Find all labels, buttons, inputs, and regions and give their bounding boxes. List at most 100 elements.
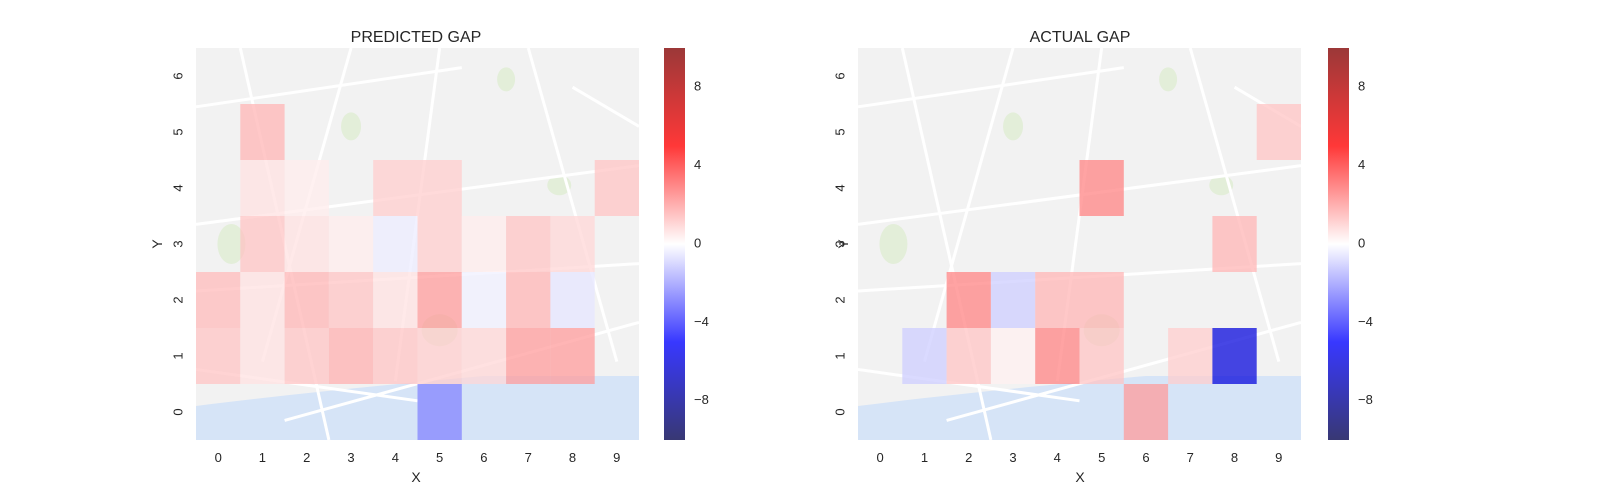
map-road: [526, 47, 619, 363]
heatmap-cell-x4-y1: [373, 328, 418, 384]
heatmap-cell-x3-y1: [328, 328, 374, 384]
heatmap-cell-x7-y3: [506, 216, 551, 272]
y-tick-label: 2: [832, 296, 847, 303]
y-tick-label: 4: [170, 184, 185, 191]
x-tick-label: 9: [613, 450, 620, 465]
heatmap-cell-x0-y1: [196, 328, 241, 384]
x-axis-label: X: [411, 469, 421, 485]
map-road: [857, 66, 1125, 109]
heatmap-cell-x7-y2: [506, 272, 551, 328]
heatmap-cell-x8-y3: [1212, 216, 1257, 272]
map-park: [1003, 112, 1024, 141]
heatmap-cell-x6-y0: [1123, 384, 1169, 440]
map-park: [217, 224, 246, 264]
x-tick-labels: 0 1 2 3 4 5 6 7 8 9: [876, 450, 1282, 465]
heatmap-cell-x2-y1: [284, 328, 329, 384]
heatmap-cell-x3-y1: [990, 328, 1036, 384]
heatmap-cell-x5-y2: [417, 272, 462, 328]
heatmap-cell-x4-y3: [373, 216, 418, 272]
heatmap-cell-x5-y4: [1079, 160, 1124, 216]
colorbar-tick-label: 0: [1358, 235, 1365, 250]
x-tick-label: 1: [259, 450, 266, 465]
chart-title: ACTUAL GAP: [1030, 29, 1131, 46]
y-axis-label: Y: [149, 239, 165, 249]
heatmap-cell-x2-y2: [284, 272, 329, 328]
heatmap-cell-x5-y1: [1079, 328, 1124, 384]
x-tick-label: 5: [1098, 450, 1105, 465]
y-tick-label: 6: [170, 72, 185, 79]
x-tick-label: 0: [215, 450, 222, 465]
heatmap-cell-x1-y3: [240, 216, 285, 272]
heatmap-cell-x8-y1: [550, 328, 595, 384]
heatmap-cell-x5-y0: [417, 384, 462, 440]
x-tick-label: 0: [876, 450, 883, 465]
x-axis-label: X: [1075, 469, 1085, 485]
chart-title: PREDICTED GAP: [351, 29, 482, 46]
y-tick-label: 3: [832, 240, 847, 247]
y-tick-label: 1: [832, 352, 847, 359]
map-river: [858, 376, 1301, 440]
heatmap-cell-x9-y5: [1256, 104, 1301, 160]
heatmap-cell-x4-y4: [373, 160, 418, 216]
heatmap-cell-x1-y5: [240, 104, 285, 160]
x-tick-label: 7: [1187, 450, 1194, 465]
heatmap-cell-x9-y4: [594, 160, 639, 216]
x-tick-label: 2: [965, 450, 972, 465]
y-tick-label: 4: [832, 184, 847, 191]
y-tick-label: 5: [170, 128, 185, 135]
y-tick-label: 5: [832, 128, 847, 135]
x-tick-label: 3: [1009, 450, 1016, 465]
map-park: [341, 112, 362, 141]
colorbar-tick-label: 8: [694, 79, 701, 94]
heatmap-cell-x1-y2: [240, 272, 285, 328]
heatmap-cell-x2-y4: [284, 160, 329, 216]
map-road: [923, 47, 1015, 363]
x-tick-label: 4: [1054, 450, 1061, 465]
heatmap-cell-x2-y2: [946, 272, 991, 328]
heatmap-cell-x6-y1: [461, 328, 507, 384]
colorbar-tick-label: 4: [1358, 157, 1365, 172]
heatmap-cell-x2-y3: [284, 216, 329, 272]
y-tick-labels: 0 1 2 3 4 5 6: [170, 72, 185, 415]
x-tick-label: 8: [569, 450, 576, 465]
colorbar-tick-label: 8: [1358, 79, 1365, 94]
y-tick-label: 2: [170, 296, 185, 303]
heatmap-cell-x5-y1: [417, 328, 462, 384]
x-tick-label: 5: [436, 450, 443, 465]
heatmap-cell-x6-y2: [461, 272, 507, 328]
heatmap-cell-x8-y2: [550, 272, 595, 328]
colorbar-tick-label: −4: [1358, 314, 1373, 329]
map-park: [497, 67, 516, 92]
y-tick-label: 0: [170, 408, 185, 415]
heatmap-cells: [902, 104, 1301, 440]
colorbar-tick-label: −4: [694, 314, 709, 329]
heatmap-cell-x6-y3: [461, 216, 507, 272]
colorbar-tick-label: −8: [1358, 392, 1373, 407]
x-tick-label: 6: [480, 450, 487, 465]
x-tick-label: 3: [347, 450, 354, 465]
heatmap-cell-x0-y2: [196, 272, 241, 328]
heatmap-cell-x3-y2: [328, 272, 374, 328]
y-axis-label: Y: [835, 239, 851, 249]
x-tick-label: 8: [1231, 450, 1238, 465]
heatmap-cell-x5-y2: [1079, 272, 1124, 328]
y-tick-label: 3: [170, 240, 185, 247]
x-tick-label: 4: [392, 450, 399, 465]
heatmap-cells: [196, 104, 639, 440]
x-tick-label: 2: [303, 450, 310, 465]
x-tick-label: 7: [525, 450, 532, 465]
colorbar-tick-labels: −8 −4 0 4 8: [1358, 79, 1373, 408]
heatmap-cell-x1-y1: [902, 328, 947, 384]
x-tick-label: 9: [1275, 450, 1282, 465]
colorbar-tick-label: 0: [694, 235, 701, 250]
heatmap-cell-x2-y1: [946, 328, 991, 384]
map-road: [1188, 47, 1281, 363]
heatmap-cell-x4-y1: [1035, 328, 1080, 384]
x-tick-labels: 0 1 2 3 4 5 6 7 8 9: [215, 450, 621, 465]
map-road: [571, 85, 640, 128]
y-tick-label: 6: [832, 72, 847, 79]
colorbar: [1328, 48, 1349, 440]
heatmap-cell-x7-y1: [506, 328, 551, 384]
